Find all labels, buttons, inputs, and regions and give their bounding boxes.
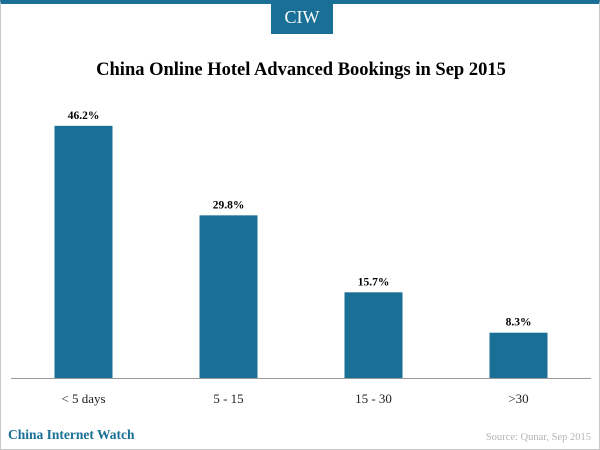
x-tick-label-2: 5 - 15 <box>213 391 243 406</box>
data-label-1: 46.2% <box>68 110 100 122</box>
publisher-name[interactable]: China Internet Watch <box>8 427 135 442</box>
data-label-2: 29.8% <box>213 199 245 211</box>
bar-4[interactable] <box>489 332 548 378</box>
bar-2[interactable] <box>199 215 258 378</box>
x-tick-label-4: >30 <box>508 391 528 406</box>
data-label-3: 15.7% <box>358 276 390 288</box>
x-tick-label-3: 15 - 30 <box>355 391 392 406</box>
bar-3[interactable] <box>344 292 403 378</box>
chart-title: China Online Hotel Advanced Bookings in … <box>96 60 506 80</box>
bar-chart: 46.2% < 5 days 29.8% 5 - 15 15.7% 15 - 30 8.3%… <box>11 110 591 406</box>
data-label-4: 8.3% <box>506 317 532 329</box>
ciw-logo[interactable]: CIW <box>271 0 333 34</box>
x-tick-label-1: < 5 days <box>61 391 105 406</box>
bar-1[interactable] <box>54 125 113 378</box>
source-note: Source: Qunar, Sep 2015 <box>485 432 591 443</box>
